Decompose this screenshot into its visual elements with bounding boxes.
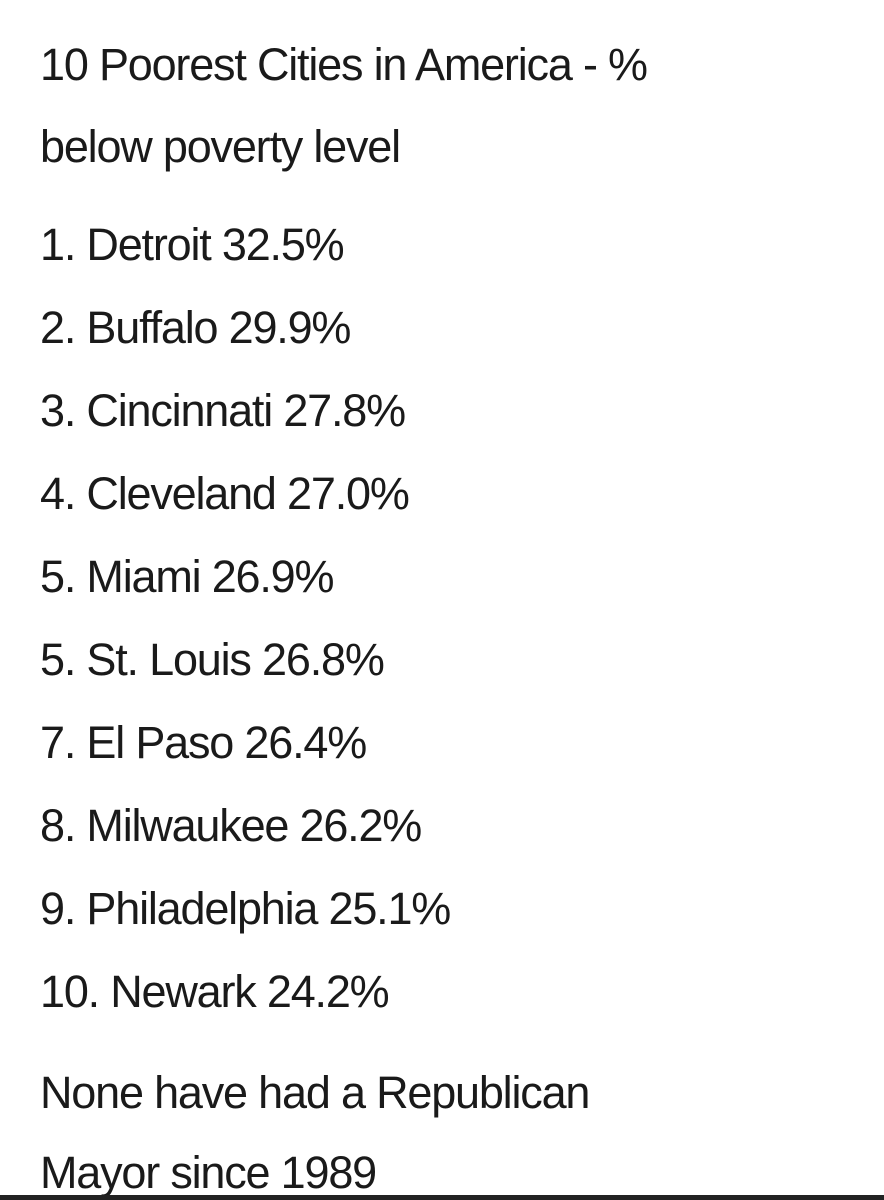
title-line: below poverty level <box>40 121 401 172</box>
list-item: 2. Buffalo 29.9% <box>40 302 351 353</box>
list-item: 1. Detroit 32.5% <box>40 219 345 270</box>
list-item: 9. Philadelphia 25.1% <box>40 883 451 934</box>
bottom-border <box>0 1195 884 1200</box>
list-item: 3. Cincinnati 27.8% <box>40 385 406 436</box>
list-item: 7. El Paso 26.4% <box>40 717 367 768</box>
list-item: 5. Miami 26.9% <box>40 551 335 602</box>
list-item: 8. Milwaukee 26.2% <box>40 800 422 851</box>
title-line: 10 Poorest Cities in America - % <box>40 39 648 90</box>
list-item: 5. St. Louis 26.8% <box>40 634 385 685</box>
footer-line: None have had a Republican <box>40 1067 590 1118</box>
footer-line: Mayor since 1989 <box>40 1147 377 1198</box>
list-item: 4. Cleveland 27.0% <box>40 468 410 519</box>
list-item: 10. Newark 24.2% <box>40 966 390 1017</box>
